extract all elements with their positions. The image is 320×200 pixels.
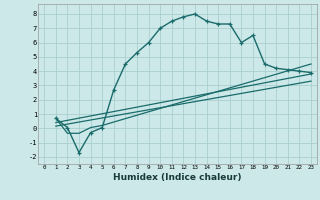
X-axis label: Humidex (Indice chaleur): Humidex (Indice chaleur): [113, 173, 242, 182]
